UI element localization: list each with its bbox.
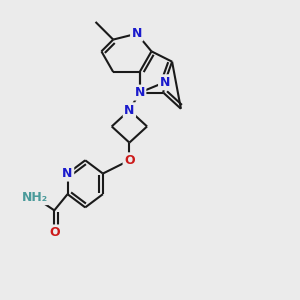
Text: N: N bbox=[124, 104, 135, 117]
Text: N: N bbox=[160, 76, 170, 89]
Text: N: N bbox=[132, 27, 142, 40]
Text: O: O bbox=[124, 154, 135, 167]
Text: N: N bbox=[134, 86, 145, 99]
Text: NH₂: NH₂ bbox=[22, 190, 48, 204]
Text: N: N bbox=[62, 167, 73, 180]
Text: O: O bbox=[49, 226, 60, 239]
